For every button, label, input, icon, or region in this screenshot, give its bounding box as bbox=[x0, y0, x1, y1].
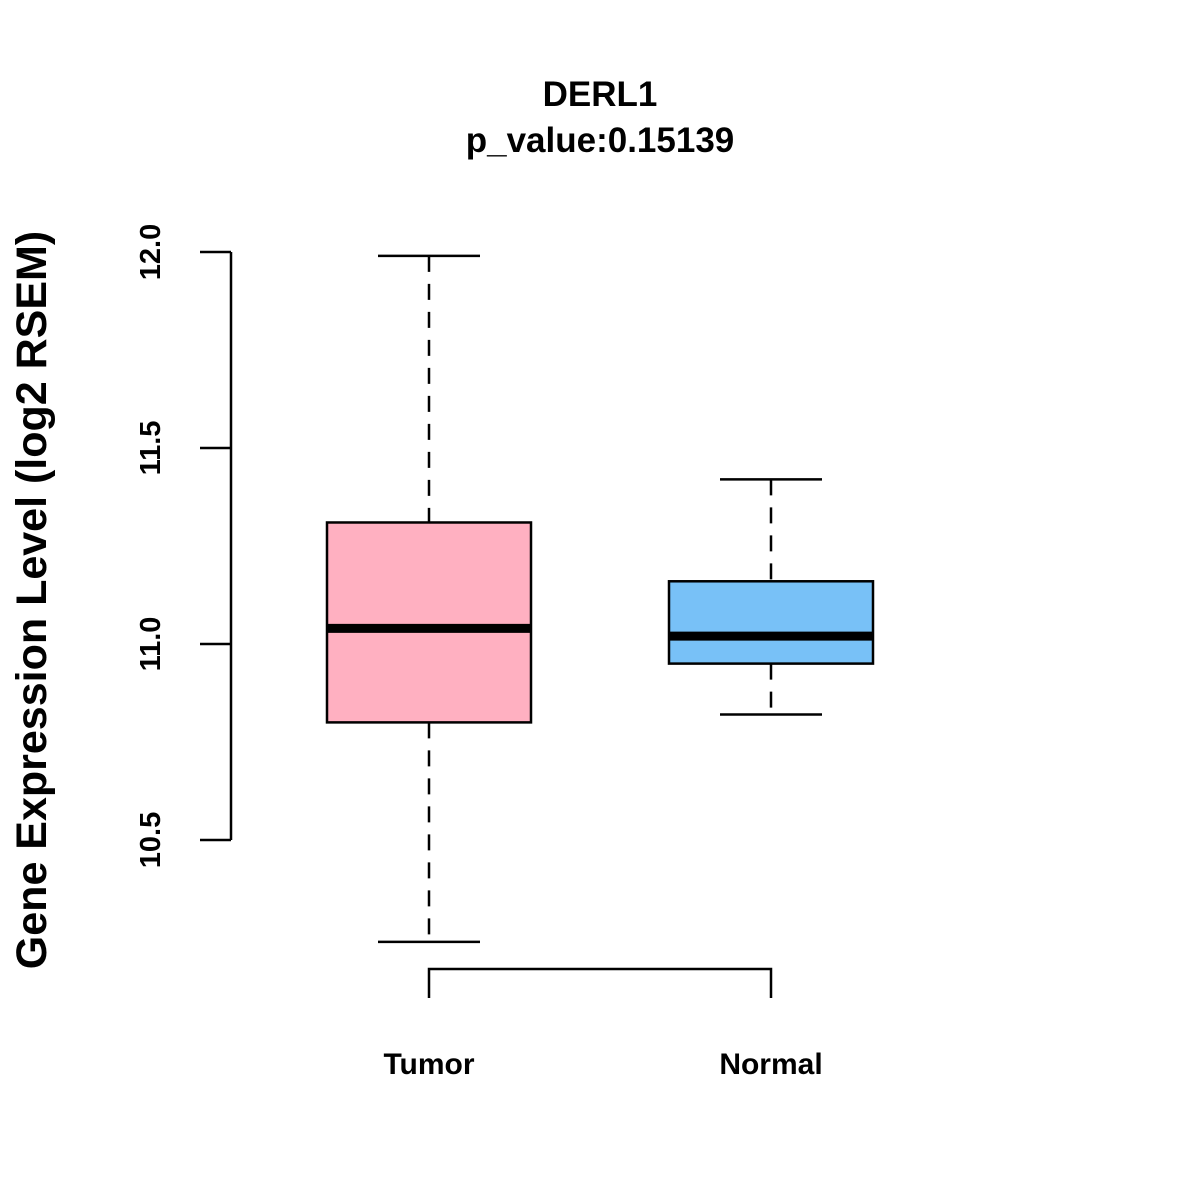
box-normal bbox=[667, 478, 875, 716]
bracket-line bbox=[427, 967, 773, 998]
x-tick-label: Normal bbox=[719, 1048, 822, 1081]
boxes bbox=[325, 254, 875, 944]
chart-subtitle: p_value:0.15139 bbox=[466, 121, 735, 160]
iqr-box bbox=[667, 580, 875, 665]
x-tick-label: Tumor bbox=[383, 1048, 474, 1081]
y-axis-label: Gene Expression Level (log2 RSEM) bbox=[8, 231, 56, 969]
comparison-bracket bbox=[427, 967, 773, 998]
y-axis: 10.5 11.0 11.5 12.0 bbox=[135, 224, 233, 868]
y-tick-label: 10.5 bbox=[135, 812, 167, 868]
y-tick-label: 11.5 bbox=[135, 421, 167, 476]
chart-title: DERL1 bbox=[543, 75, 658, 114]
iqr-box bbox=[325, 521, 533, 724]
x-axis-labels: Tumor Normal bbox=[383, 1048, 822, 1081]
box-tumor bbox=[325, 254, 533, 944]
y-tick-label: 11.0 bbox=[135, 617, 167, 672]
y-tick-label: 12.0 bbox=[135, 224, 167, 280]
